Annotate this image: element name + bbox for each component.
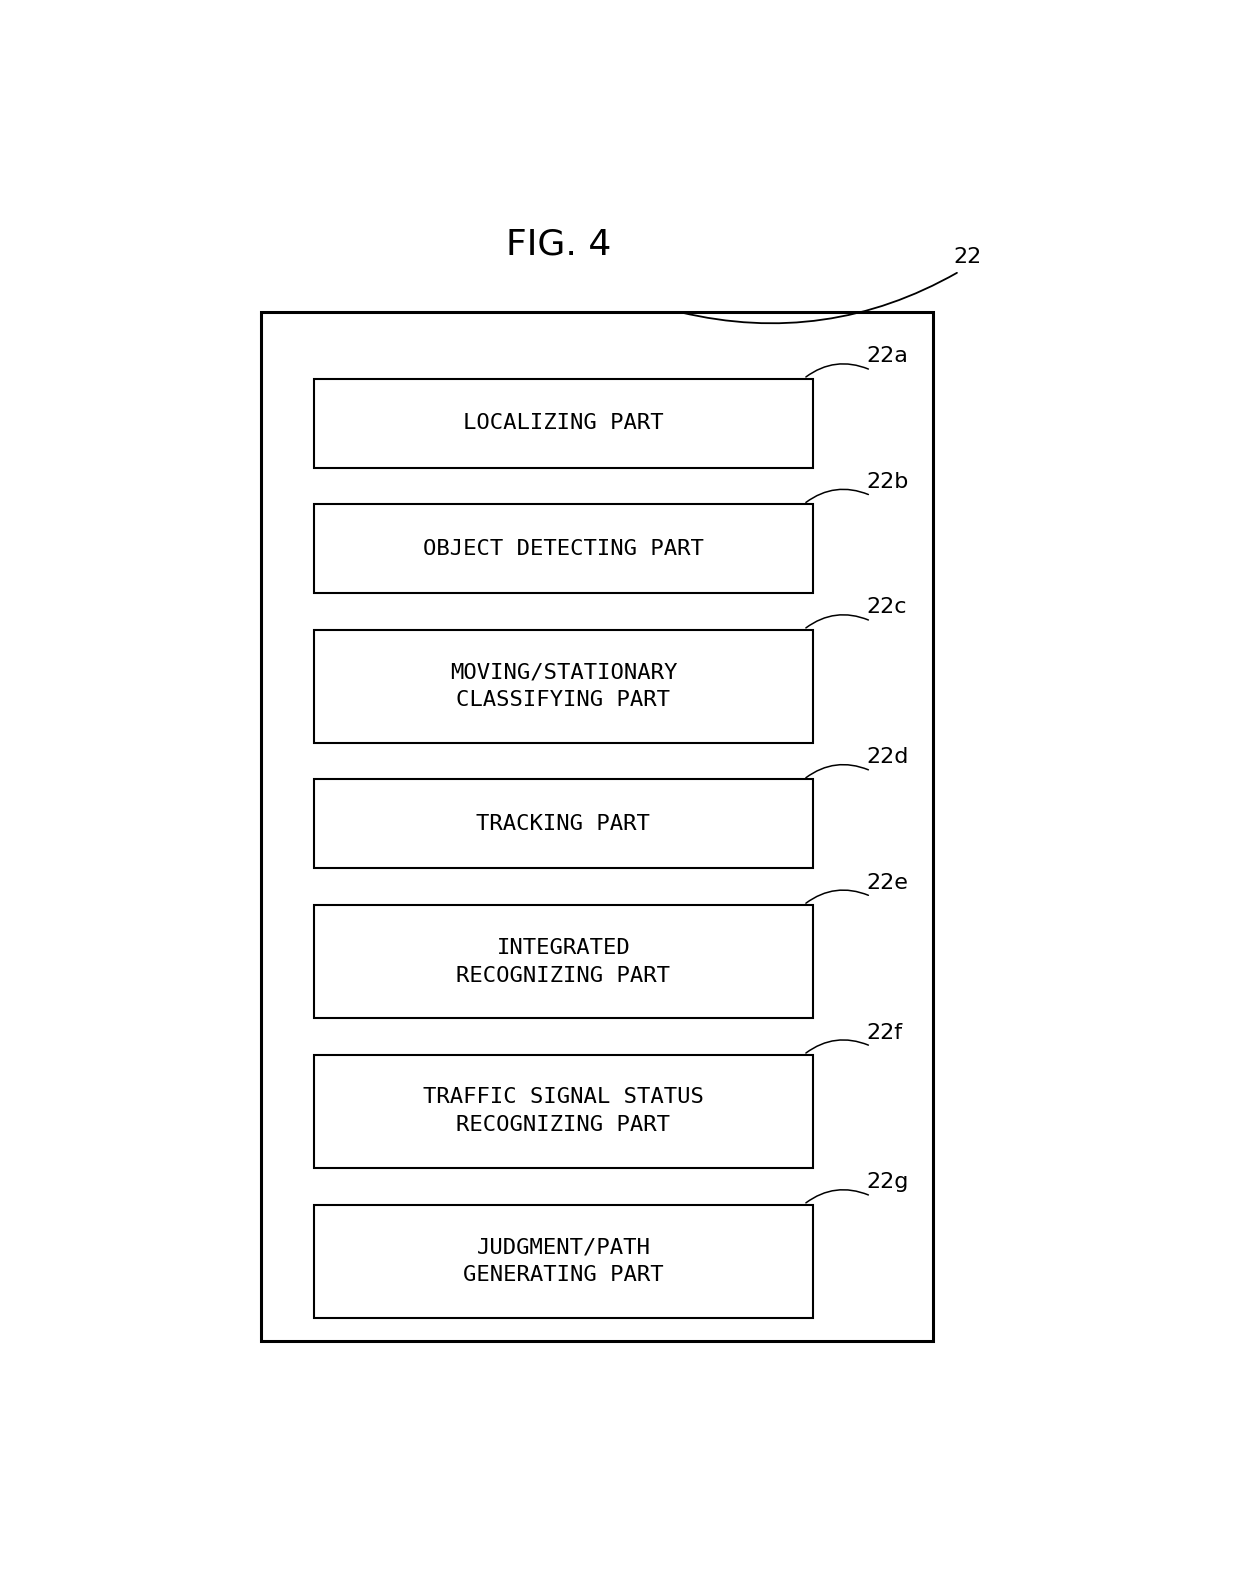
Text: 22a: 22a [867, 346, 908, 367]
Bar [314, 905, 813, 1019]
Text: FIG. 4: FIG. 4 [506, 228, 611, 261]
Text: 22g: 22g [867, 1172, 909, 1193]
Text: TRACKING PART: TRACKING PART [476, 813, 650, 834]
Text: INTEGRATED
RECOGNIZING PART: INTEGRATED RECOGNIZING PART [456, 938, 671, 986]
Bar [314, 780, 813, 869]
Text: 22d: 22d [867, 747, 909, 767]
Text: 22b: 22b [867, 471, 909, 492]
Text: 22e: 22e [867, 873, 908, 892]
Text: TRAFFIC SIGNAL STATUS
RECOGNIZING PART: TRAFFIC SIGNAL STATUS RECOGNIZING PART [423, 1087, 704, 1136]
Bar [314, 1204, 813, 1318]
Bar [260, 312, 934, 1342]
Text: LOCALIZING PART: LOCALIZING PART [463, 413, 663, 433]
Text: 22: 22 [952, 247, 981, 267]
Bar [314, 505, 813, 593]
Text: JUDGMENT/PATH
GENERATING PART: JUDGMENT/PATH GENERATING PART [463, 1237, 663, 1285]
Text: MOVING/STATIONARY
CLASSIFYING PART: MOVING/STATIONARY CLASSIFYING PART [450, 663, 677, 710]
Bar [314, 630, 813, 744]
Text: 22f: 22f [867, 1022, 903, 1043]
Bar [314, 378, 813, 468]
Bar [314, 1055, 813, 1168]
Text: 22c: 22c [867, 598, 906, 617]
Text: OBJECT DETECTING PART: OBJECT DETECTING PART [423, 538, 704, 558]
